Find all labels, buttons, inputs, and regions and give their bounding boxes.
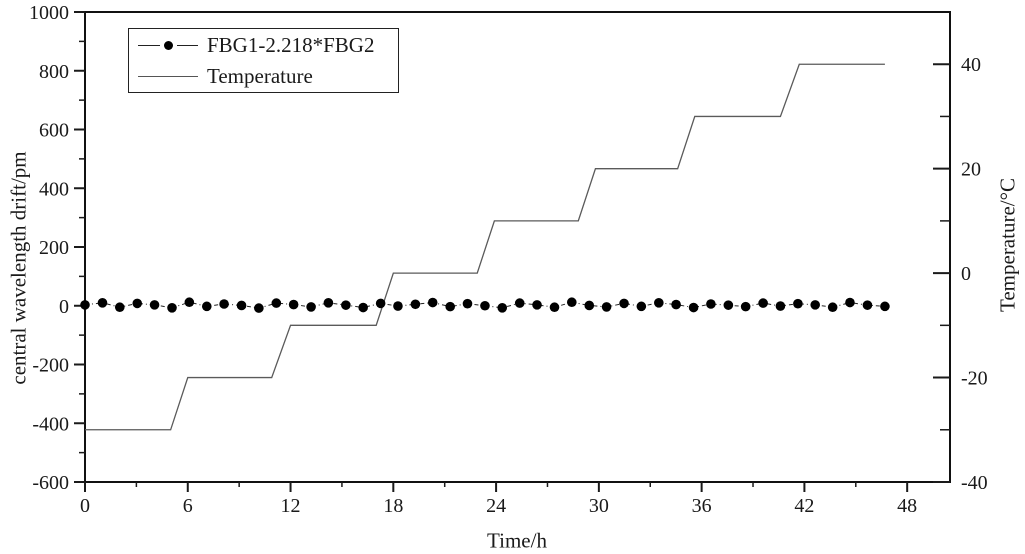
legend-entry-temperature: Temperature xyxy=(138,61,398,91)
fbg-data-point xyxy=(97,298,108,308)
fbg-data-point xyxy=(445,301,455,312)
legend-label-temperature: Temperature xyxy=(207,63,313,88)
fbg-data-point xyxy=(636,301,647,312)
fbg-data-point xyxy=(219,299,229,309)
left-tick-label: 200 xyxy=(39,237,69,259)
temperature-line-sample-icon xyxy=(138,75,198,77)
x-tick-label: 42 xyxy=(794,495,814,517)
fbg-data-point xyxy=(114,302,125,313)
fbg-data-point xyxy=(341,300,351,310)
fbg-data-point xyxy=(201,301,212,312)
fbg-data-point xyxy=(254,303,264,313)
fbg-data-point xyxy=(827,302,838,313)
x-tick-label: 36 xyxy=(692,495,712,517)
fbg-data-point xyxy=(236,300,247,311)
left-tick-label: -200 xyxy=(32,355,69,377)
fbg-data-point xyxy=(167,303,177,313)
x-tick-label: 18 xyxy=(383,495,403,517)
x-tick-label: 6 xyxy=(183,495,193,517)
x-axis-title: Time/h xyxy=(487,528,547,553)
fbg-data-point xyxy=(132,298,143,309)
fbg-data-point xyxy=(306,302,316,312)
fbg-data-point xyxy=(619,298,629,309)
fbg-data-point xyxy=(671,299,681,310)
right-tick-label: 40 xyxy=(961,54,981,76)
right-tick-label: -40 xyxy=(961,472,988,494)
fbg-data-point xyxy=(149,300,160,310)
legend-label-fbg: FBG1-2.218*FBG2 xyxy=(207,32,375,57)
fbg-data-point xyxy=(80,300,90,310)
fbg-data-point xyxy=(427,297,438,308)
right-y-axis-title: Temperature/°C xyxy=(995,177,1020,313)
fbg-data-point xyxy=(497,303,508,313)
fbg-data-point xyxy=(462,298,473,309)
fbg-data-point xyxy=(775,301,786,311)
fbg-data-point xyxy=(584,300,595,311)
fbg-data-point xyxy=(514,298,525,308)
left-tick-label: 1000 xyxy=(29,2,69,24)
right-tick-label: 0 xyxy=(961,263,971,285)
fbg-data-point xyxy=(184,297,195,308)
fbg-data-point xyxy=(706,299,716,309)
fbg-data-point xyxy=(288,299,299,310)
fbg-data-point xyxy=(410,299,421,310)
fbg-marker-sample-icon xyxy=(138,40,198,50)
left-tick-label: 0 xyxy=(59,296,69,318)
fbg-data-point xyxy=(271,298,282,308)
x-tick-label: 24 xyxy=(486,495,506,517)
left-tick-label: 400 xyxy=(39,178,69,200)
right-tick-label: 20 xyxy=(961,159,981,181)
x-tick-label: 30 xyxy=(589,495,609,517)
left-tick-label: 800 xyxy=(39,61,69,83)
fbg-data-point xyxy=(880,301,890,312)
temperature-line xyxy=(85,63,885,431)
legend-entry-fbg: FBG1-2.218*FBG2 xyxy=(138,30,398,60)
left-tick-label: 600 xyxy=(39,120,69,142)
fbg-data-point xyxy=(723,300,734,310)
fbg-data-point xyxy=(480,300,490,311)
fbg-data-point xyxy=(845,297,855,308)
fbg-data-point xyxy=(688,302,699,313)
left-tick-label: -600 xyxy=(32,472,69,494)
left-tick-label: -400 xyxy=(32,413,69,435)
left-y-axis-title: central wavelength drift/pm xyxy=(6,151,31,385)
fbg-data-point xyxy=(793,298,803,309)
fbg-data-point xyxy=(549,302,560,313)
fbg-data-point xyxy=(601,302,612,312)
fbg-data-point xyxy=(566,297,577,308)
fbg-data-point xyxy=(758,298,768,308)
fbg-data-point xyxy=(393,301,403,311)
legend-box: FBG1-2.218*FBG2 Temperature xyxy=(128,28,399,93)
x-tick-label: 48 xyxy=(897,495,917,517)
fbg-data-point xyxy=(862,300,873,310)
fbg-data-point xyxy=(740,301,751,312)
fbg-data-point xyxy=(532,300,542,310)
x-tick-label: 0 xyxy=(80,495,90,517)
right-tick-label: -20 xyxy=(961,368,988,390)
fbg-data-point xyxy=(810,300,820,310)
x-tick-label: 12 xyxy=(281,495,301,517)
fbg-data-point xyxy=(358,302,368,313)
fbg-data-point xyxy=(375,298,386,309)
fbg-data-point xyxy=(323,298,334,308)
fbg-data-point xyxy=(654,298,664,308)
